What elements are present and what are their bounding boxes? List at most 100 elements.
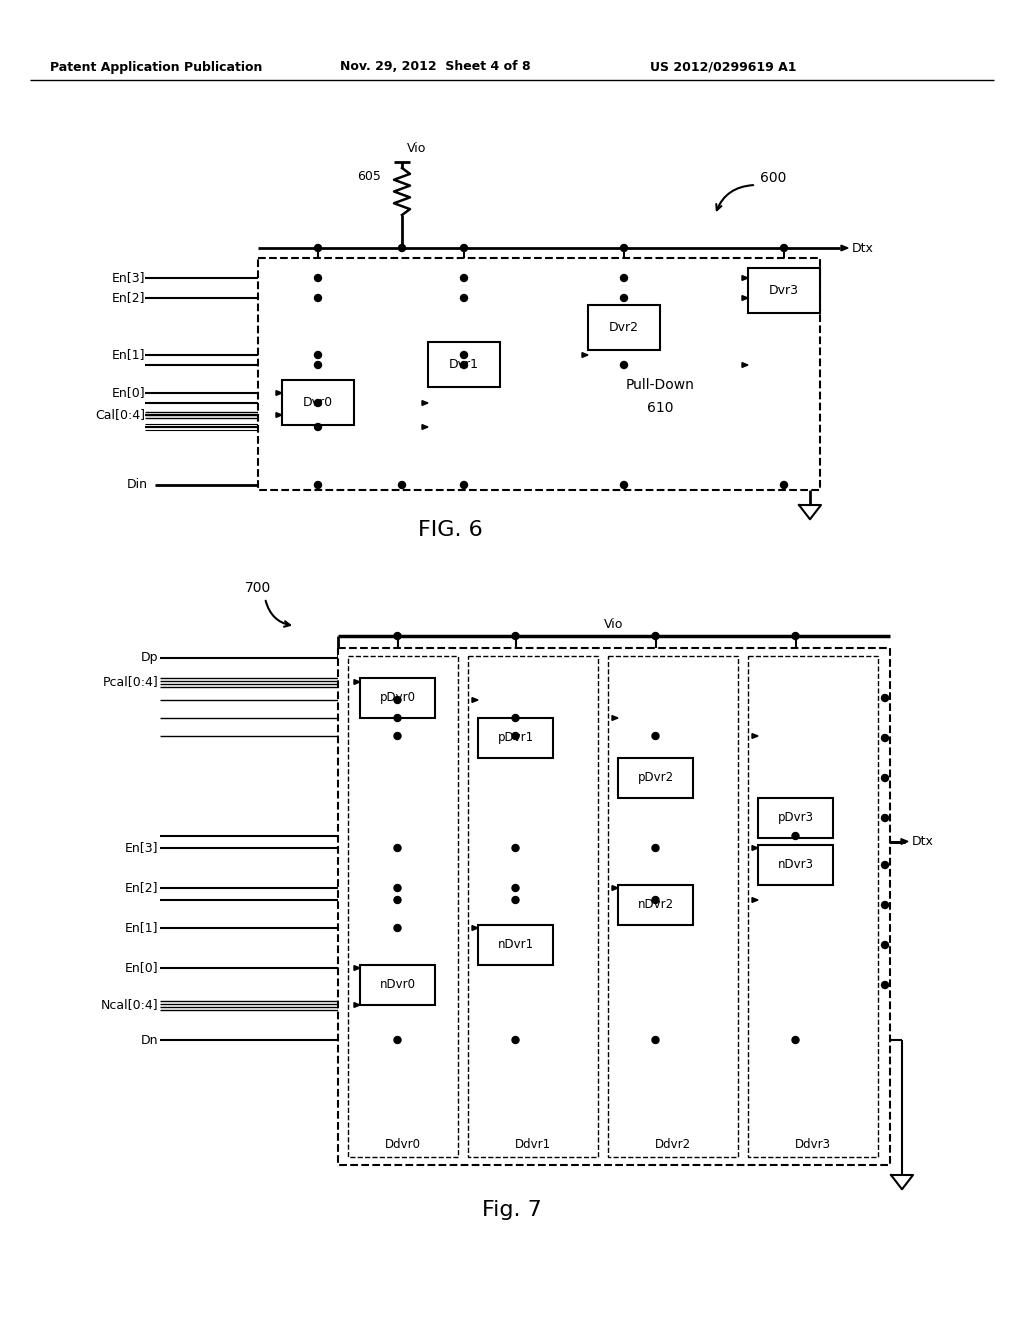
Circle shape (461, 275, 468, 281)
Text: Nov. 29, 2012  Sheet 4 of 8: Nov. 29, 2012 Sheet 4 of 8 (340, 61, 530, 74)
Circle shape (621, 362, 628, 368)
Circle shape (394, 1036, 401, 1044)
Text: En[3]: En[3] (125, 842, 158, 854)
Text: pDvr1: pDvr1 (498, 731, 534, 744)
Bar (282, 380, 354, 425)
Polygon shape (276, 391, 282, 396)
Polygon shape (742, 276, 748, 280)
Circle shape (882, 814, 889, 821)
Circle shape (394, 884, 401, 891)
Text: Ddvr2: Ddvr2 (655, 1138, 691, 1151)
Text: Dvr1: Dvr1 (449, 358, 479, 371)
Text: Dvr3: Dvr3 (769, 284, 799, 297)
Circle shape (461, 294, 468, 301)
Circle shape (314, 275, 322, 281)
Circle shape (512, 884, 519, 891)
Circle shape (652, 896, 659, 903)
Text: En[0]: En[0] (112, 387, 145, 400)
Bar (618, 758, 693, 799)
Circle shape (398, 482, 406, 488)
Bar (588, 305, 660, 350)
Polygon shape (752, 846, 758, 850)
Text: US 2012/0299619 A1: US 2012/0299619 A1 (650, 61, 797, 74)
Circle shape (882, 694, 889, 701)
Circle shape (621, 482, 628, 488)
Bar (468, 656, 598, 1158)
Circle shape (461, 351, 468, 359)
Circle shape (394, 896, 401, 903)
Polygon shape (742, 296, 748, 301)
Text: nDvr2: nDvr2 (637, 899, 674, 912)
Circle shape (512, 714, 519, 722)
Circle shape (314, 482, 322, 488)
Text: 600: 600 (760, 172, 786, 185)
Text: Dp: Dp (140, 652, 158, 664)
Circle shape (394, 632, 401, 639)
Bar (478, 718, 553, 758)
Text: nDvr3: nDvr3 (777, 858, 813, 871)
Bar (618, 884, 693, 925)
Text: Patent Application Publication: Patent Application Publication (50, 61, 262, 74)
Circle shape (398, 244, 406, 252)
Text: En[0]: En[0] (124, 961, 158, 974)
Bar (758, 845, 833, 884)
Circle shape (792, 632, 799, 639)
Text: Ncal[0:4]: Ncal[0:4] (100, 998, 158, 1011)
Bar (258, 257, 820, 490)
Polygon shape (841, 246, 848, 251)
Circle shape (394, 714, 401, 722)
Text: 605: 605 (357, 169, 381, 182)
Circle shape (314, 400, 322, 407)
Circle shape (314, 351, 322, 359)
Circle shape (314, 244, 322, 252)
Text: Dn: Dn (140, 1034, 158, 1047)
Polygon shape (276, 413, 282, 417)
Text: En[2]: En[2] (112, 292, 145, 305)
Text: En[2]: En[2] (125, 882, 158, 895)
Text: Vio: Vio (407, 141, 426, 154)
Bar (338, 648, 890, 1166)
Circle shape (512, 845, 519, 851)
Polygon shape (901, 838, 908, 845)
Text: 700: 700 (245, 581, 271, 595)
Circle shape (512, 632, 519, 639)
Text: pDvr2: pDvr2 (637, 771, 674, 784)
Circle shape (792, 833, 799, 840)
Circle shape (394, 924, 401, 932)
Text: Ddvr3: Ddvr3 (795, 1138, 831, 1151)
Polygon shape (612, 886, 618, 891)
Circle shape (394, 697, 401, 704)
Bar (428, 342, 500, 387)
Bar (360, 965, 435, 1005)
Text: pDvr0: pDvr0 (380, 692, 416, 705)
Circle shape (461, 362, 468, 368)
Circle shape (461, 244, 468, 252)
Text: Dvr2: Dvr2 (609, 321, 639, 334)
Circle shape (882, 941, 889, 949)
Circle shape (652, 1036, 659, 1044)
Circle shape (882, 734, 889, 742)
Text: Ddvr1: Ddvr1 (515, 1138, 551, 1151)
Polygon shape (752, 734, 758, 738)
Bar (748, 656, 878, 1158)
Circle shape (652, 733, 659, 739)
Text: Pull-Down: Pull-Down (626, 378, 694, 392)
Text: Vio: Vio (604, 618, 624, 631)
Circle shape (512, 1036, 519, 1044)
Circle shape (394, 845, 401, 851)
Circle shape (314, 362, 322, 368)
Circle shape (882, 982, 889, 989)
Circle shape (314, 424, 322, 430)
Text: Ddvr0: Ddvr0 (385, 1138, 421, 1151)
Circle shape (461, 482, 468, 488)
Polygon shape (354, 966, 360, 970)
Circle shape (780, 244, 787, 252)
Polygon shape (472, 697, 478, 702)
Polygon shape (354, 1003, 360, 1007)
Polygon shape (582, 352, 588, 358)
Circle shape (882, 862, 889, 869)
Polygon shape (422, 425, 428, 429)
Circle shape (621, 275, 628, 281)
Text: FIG. 6: FIG. 6 (418, 520, 482, 540)
Polygon shape (422, 400, 428, 405)
